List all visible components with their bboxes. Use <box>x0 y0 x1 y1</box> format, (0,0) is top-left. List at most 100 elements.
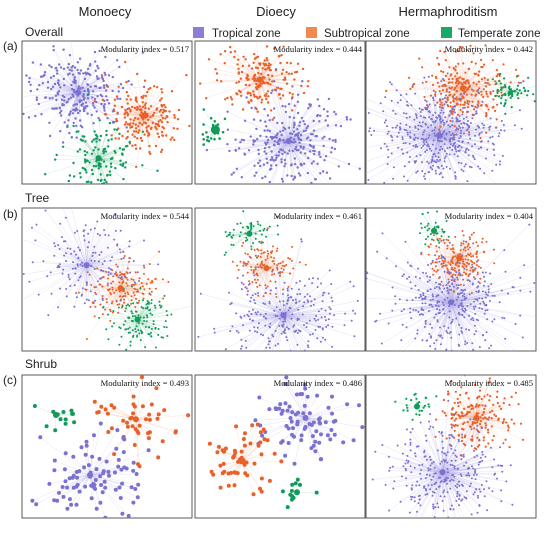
node-tropical <box>272 143 276 147</box>
node-subtropical <box>229 470 234 475</box>
node-tropical <box>416 480 419 483</box>
node-tropical <box>271 270 274 273</box>
node-subtropical <box>167 281 170 283</box>
node-tropical <box>459 274 462 277</box>
node-tropical <box>421 298 424 301</box>
node-subtropical <box>452 273 454 276</box>
node-tropical <box>106 246 109 249</box>
node-tropical <box>257 152 260 156</box>
node-tropical <box>86 112 89 115</box>
node-tropical <box>66 66 70 69</box>
row-title-overall: Overall <box>25 25 63 39</box>
node-temperate <box>144 307 147 310</box>
node-subtropical <box>436 101 439 104</box>
node-tropical <box>445 120 448 123</box>
node-temperate <box>170 313 173 316</box>
node-tropical <box>31 261 34 264</box>
node-subtropical <box>162 108 165 112</box>
node-tropical <box>427 264 430 266</box>
node-tropical <box>131 468 136 473</box>
node-tropical <box>318 104 321 108</box>
node-tropical <box>269 354 271 356</box>
node-subtropical <box>126 114 129 117</box>
node-subtropical <box>124 60 127 64</box>
node-subtropical <box>450 426 453 429</box>
node-temperate <box>230 235 233 238</box>
node-tropical <box>116 265 119 268</box>
node-tropical <box>440 257 443 260</box>
node-subtropical <box>163 103 166 107</box>
node-tropical <box>477 494 479 497</box>
node-tropical <box>265 152 268 155</box>
node-temperate <box>107 145 110 148</box>
node-tropical <box>444 480 447 483</box>
node-tropical <box>468 329 470 331</box>
node-tropical <box>94 251 97 254</box>
node-tropical <box>281 152 284 156</box>
node-temperate <box>85 171 88 174</box>
node-tropical <box>85 298 88 301</box>
node-tropical <box>413 160 416 163</box>
node-tropical <box>298 300 301 303</box>
node-tropical <box>75 124 78 128</box>
node-tropical <box>314 319 317 322</box>
node-tropical <box>39 63 42 66</box>
node-subtropical <box>160 91 164 94</box>
node-tropical <box>471 342 474 345</box>
node-subtropical <box>443 242 446 244</box>
node-tropical <box>457 304 460 307</box>
node-tropical <box>118 248 121 251</box>
node-subtropical <box>148 150 151 154</box>
node-subtropical <box>468 254 471 256</box>
node-subtropical <box>134 271 137 274</box>
node-tropical <box>408 276 411 278</box>
node-tropical <box>435 116 438 119</box>
node-subtropical <box>275 250 278 252</box>
node-tropical <box>61 272 64 275</box>
node-temperate <box>140 332 143 335</box>
node-tropical <box>452 479 455 482</box>
node-subtropical <box>110 134 113 137</box>
node-subtropical <box>275 296 278 298</box>
node-tropical <box>434 169 437 172</box>
node-tropical <box>334 138 337 142</box>
node-tropical <box>519 314 522 317</box>
node-tropical <box>65 485 70 490</box>
node-tropical <box>471 465 473 468</box>
node-subtropical <box>243 431 247 436</box>
node-temperate <box>91 140 94 143</box>
node-tropical <box>422 116 425 119</box>
node-tropical <box>469 418 472 421</box>
node-subtropical <box>455 84 458 87</box>
node-tropical <box>265 125 268 128</box>
node-subtropical <box>485 92 488 96</box>
node-tropical <box>113 238 116 241</box>
node-tropical <box>437 167 440 169</box>
node-temperate <box>135 330 137 333</box>
node-tropical <box>455 129 457 132</box>
node-subtropical <box>113 104 117 108</box>
node-tropical <box>443 143 446 146</box>
node-temperate <box>118 343 121 346</box>
node-tropical <box>309 333 312 336</box>
node-tropical <box>452 508 455 511</box>
node-tropical <box>333 418 338 423</box>
node-subtropical <box>128 107 131 110</box>
node-temperate <box>224 251 227 254</box>
node-subtropical <box>263 263 266 266</box>
node-tropical <box>428 279 431 282</box>
node-subtropical <box>457 253 460 256</box>
node-tropical <box>82 108 85 111</box>
node-tropical <box>271 89 274 92</box>
node-subtropical <box>122 281 125 284</box>
node-tropical <box>427 469 430 472</box>
node-tropical <box>438 308 441 311</box>
node-subtropical <box>266 59 269 62</box>
node-subtropical <box>106 282 109 285</box>
node-tropical <box>405 459 408 462</box>
node-tropical <box>27 80 31 84</box>
node-temperate <box>260 233 263 236</box>
node-tropical <box>235 312 238 315</box>
node-subtropical <box>446 244 449 247</box>
node-tropical <box>441 183 443 184</box>
